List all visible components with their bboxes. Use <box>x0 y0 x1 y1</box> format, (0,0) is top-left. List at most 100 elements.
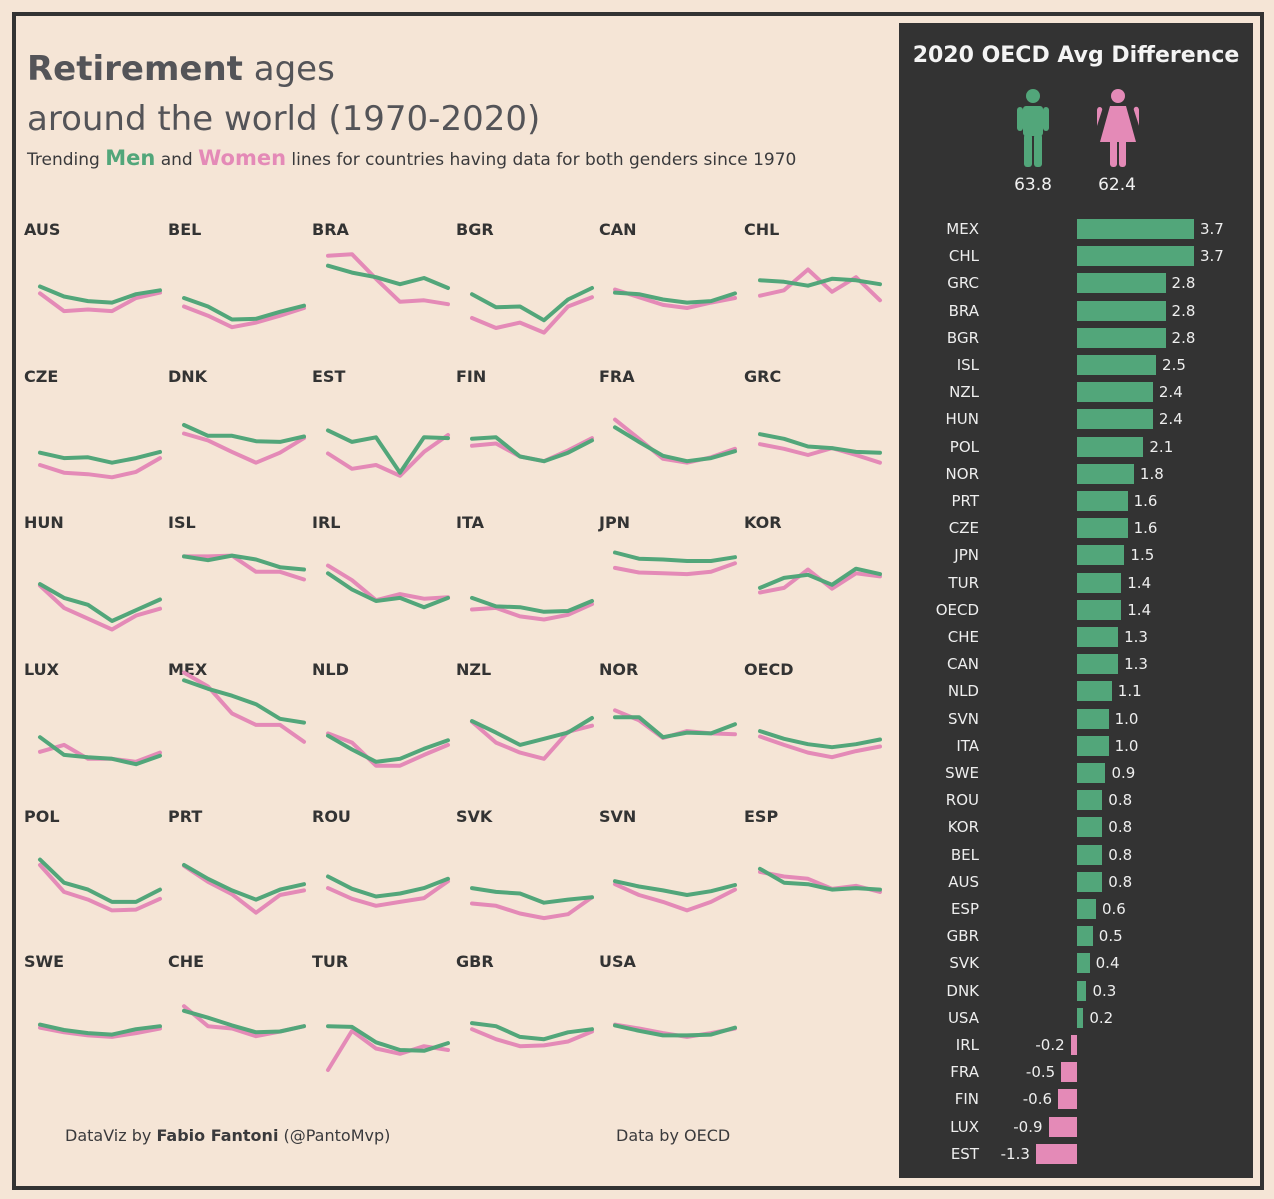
country-label: SVK <box>456 807 493 826</box>
difference-panel: 2020 OECD Avg Difference 63.8 62.4 MEX 3.… <box>899 23 1253 1178</box>
sparkline-oecd <box>758 729 882 760</box>
sparkline-jpn <box>613 550 737 577</box>
sparkline-svk <box>470 886 594 921</box>
men-line <box>326 428 450 475</box>
women-line <box>38 863 162 913</box>
sparkline-usa <box>613 1022 737 1039</box>
country-label: FRA <box>599 367 635 386</box>
bar-label: OECD <box>935 600 979 619</box>
bar-nld <box>1077 681 1112 702</box>
bar-label: SVK <box>949 954 979 973</box>
men-line <box>613 715 737 740</box>
bar-fin <box>1058 1089 1077 1110</box>
men-line <box>613 550 737 563</box>
men-line <box>38 735 162 767</box>
men-line <box>182 678 306 725</box>
country-label: POL <box>24 807 60 826</box>
bar-value-label: 1.1 <box>1117 682 1142 701</box>
bar-value-label: 1.5 <box>1130 546 1155 565</box>
country-label: LUX <box>24 660 59 679</box>
bar-value-label: 0.6 <box>1101 900 1126 918</box>
women-line <box>326 879 450 908</box>
sparkline-mex <box>182 670 306 744</box>
women-line <box>758 267 882 303</box>
sparkline-irl <box>326 563 450 610</box>
bar-value-label: 1.0 <box>1114 709 1139 728</box>
country-label: NOR <box>599 660 639 679</box>
dashboard-frame <box>12 12 1264 1190</box>
country-label: NZL <box>456 660 492 679</box>
bar-pol <box>1077 436 1144 457</box>
female-figure-icon <box>1097 89 1139 167</box>
sparkline-bra <box>326 252 450 307</box>
women-line <box>326 731 450 768</box>
women-line <box>38 1025 162 1039</box>
bar-value-label: -0.2 <box>1035 1036 1065 1054</box>
sparkline-bgr <box>470 286 594 335</box>
bar-label: BRA <box>948 301 979 320</box>
country-label: BGR <box>456 220 494 239</box>
country-label: USA <box>599 952 636 971</box>
men-line <box>182 296 306 322</box>
credit: DataViz by Fabio Fantoni (@PantoMvp) <box>65 1126 390 1145</box>
sparkline-pol <box>38 857 162 913</box>
country-label: ISL <box>168 513 196 532</box>
women-line <box>38 456 162 480</box>
bar-label: SVN <box>947 709 979 728</box>
men-line <box>38 582 162 623</box>
bar-che <box>1077 627 1119 647</box>
bar-value-label: -1.3 <box>1000 1144 1030 1163</box>
women-line <box>470 1027 594 1049</box>
country-label: CAN <box>599 220 637 239</box>
bar-value-label: 1.6 <box>1133 492 1158 510</box>
bar-bgr <box>1077 327 1166 348</box>
bar-value-label: 1.4 <box>1127 600 1152 619</box>
bar-label: JPN <box>954 546 979 565</box>
sparkline-hun <box>38 582 162 632</box>
sparkline-nzl <box>470 716 594 761</box>
men-line <box>613 290 737 305</box>
bar-label: NZL <box>949 383 979 402</box>
men-line <box>182 553 306 572</box>
men-line <box>182 863 306 902</box>
women-line <box>613 882 737 913</box>
bar-usa <box>1077 1007 1084 1028</box>
men-line <box>758 729 882 750</box>
bar-value-label: 1.6 <box>1133 519 1158 538</box>
women-line <box>38 583 162 632</box>
men-line <box>326 263 450 290</box>
country-label: ESP <box>744 807 779 826</box>
subtitle-post: lines for countries having data for both… <box>286 150 797 170</box>
title-bold: Retirement <box>27 49 243 89</box>
bar-label: BGR <box>946 328 979 347</box>
women-line <box>470 602 594 622</box>
sparkline-ita <box>470 595 594 622</box>
men-line <box>470 435 594 464</box>
men-line <box>613 879 737 897</box>
bar-value-label: 3.7 <box>1200 220 1224 238</box>
bar-gbr <box>1077 926 1093 947</box>
country-label: BRA <box>312 220 349 239</box>
bar-label: MEX <box>946 220 979 238</box>
bar-value-label: 0.3 <box>1092 981 1117 1000</box>
bar-label: CHE <box>947 628 979 646</box>
bar-can <box>1077 654 1119 675</box>
country-label: CHL <box>744 220 780 239</box>
panel-title: 2020 OECD Avg Difference <box>912 43 1240 68</box>
country-label: CHE <box>168 952 205 971</box>
bar-label: IRL <box>955 1036 979 1054</box>
men-line <box>470 886 594 905</box>
bar-oecd <box>1077 599 1122 620</box>
bar-value-label: -0.6 <box>1022 1090 1053 1109</box>
bar-aus <box>1077 871 1103 892</box>
country-label: GBR <box>456 952 494 971</box>
bar-value-label: 2.1 <box>1149 437 1174 456</box>
subtitle-pre: Trending <box>27 150 106 170</box>
bar-label: ESP <box>950 900 979 918</box>
women-line <box>326 1028 450 1072</box>
sparkline-chl <box>758 267 882 303</box>
bar-bel <box>1077 844 1103 865</box>
women-line <box>758 734 882 760</box>
bar-value-label: 2.5 <box>1162 356 1186 374</box>
bar-rou <box>1077 790 1103 811</box>
